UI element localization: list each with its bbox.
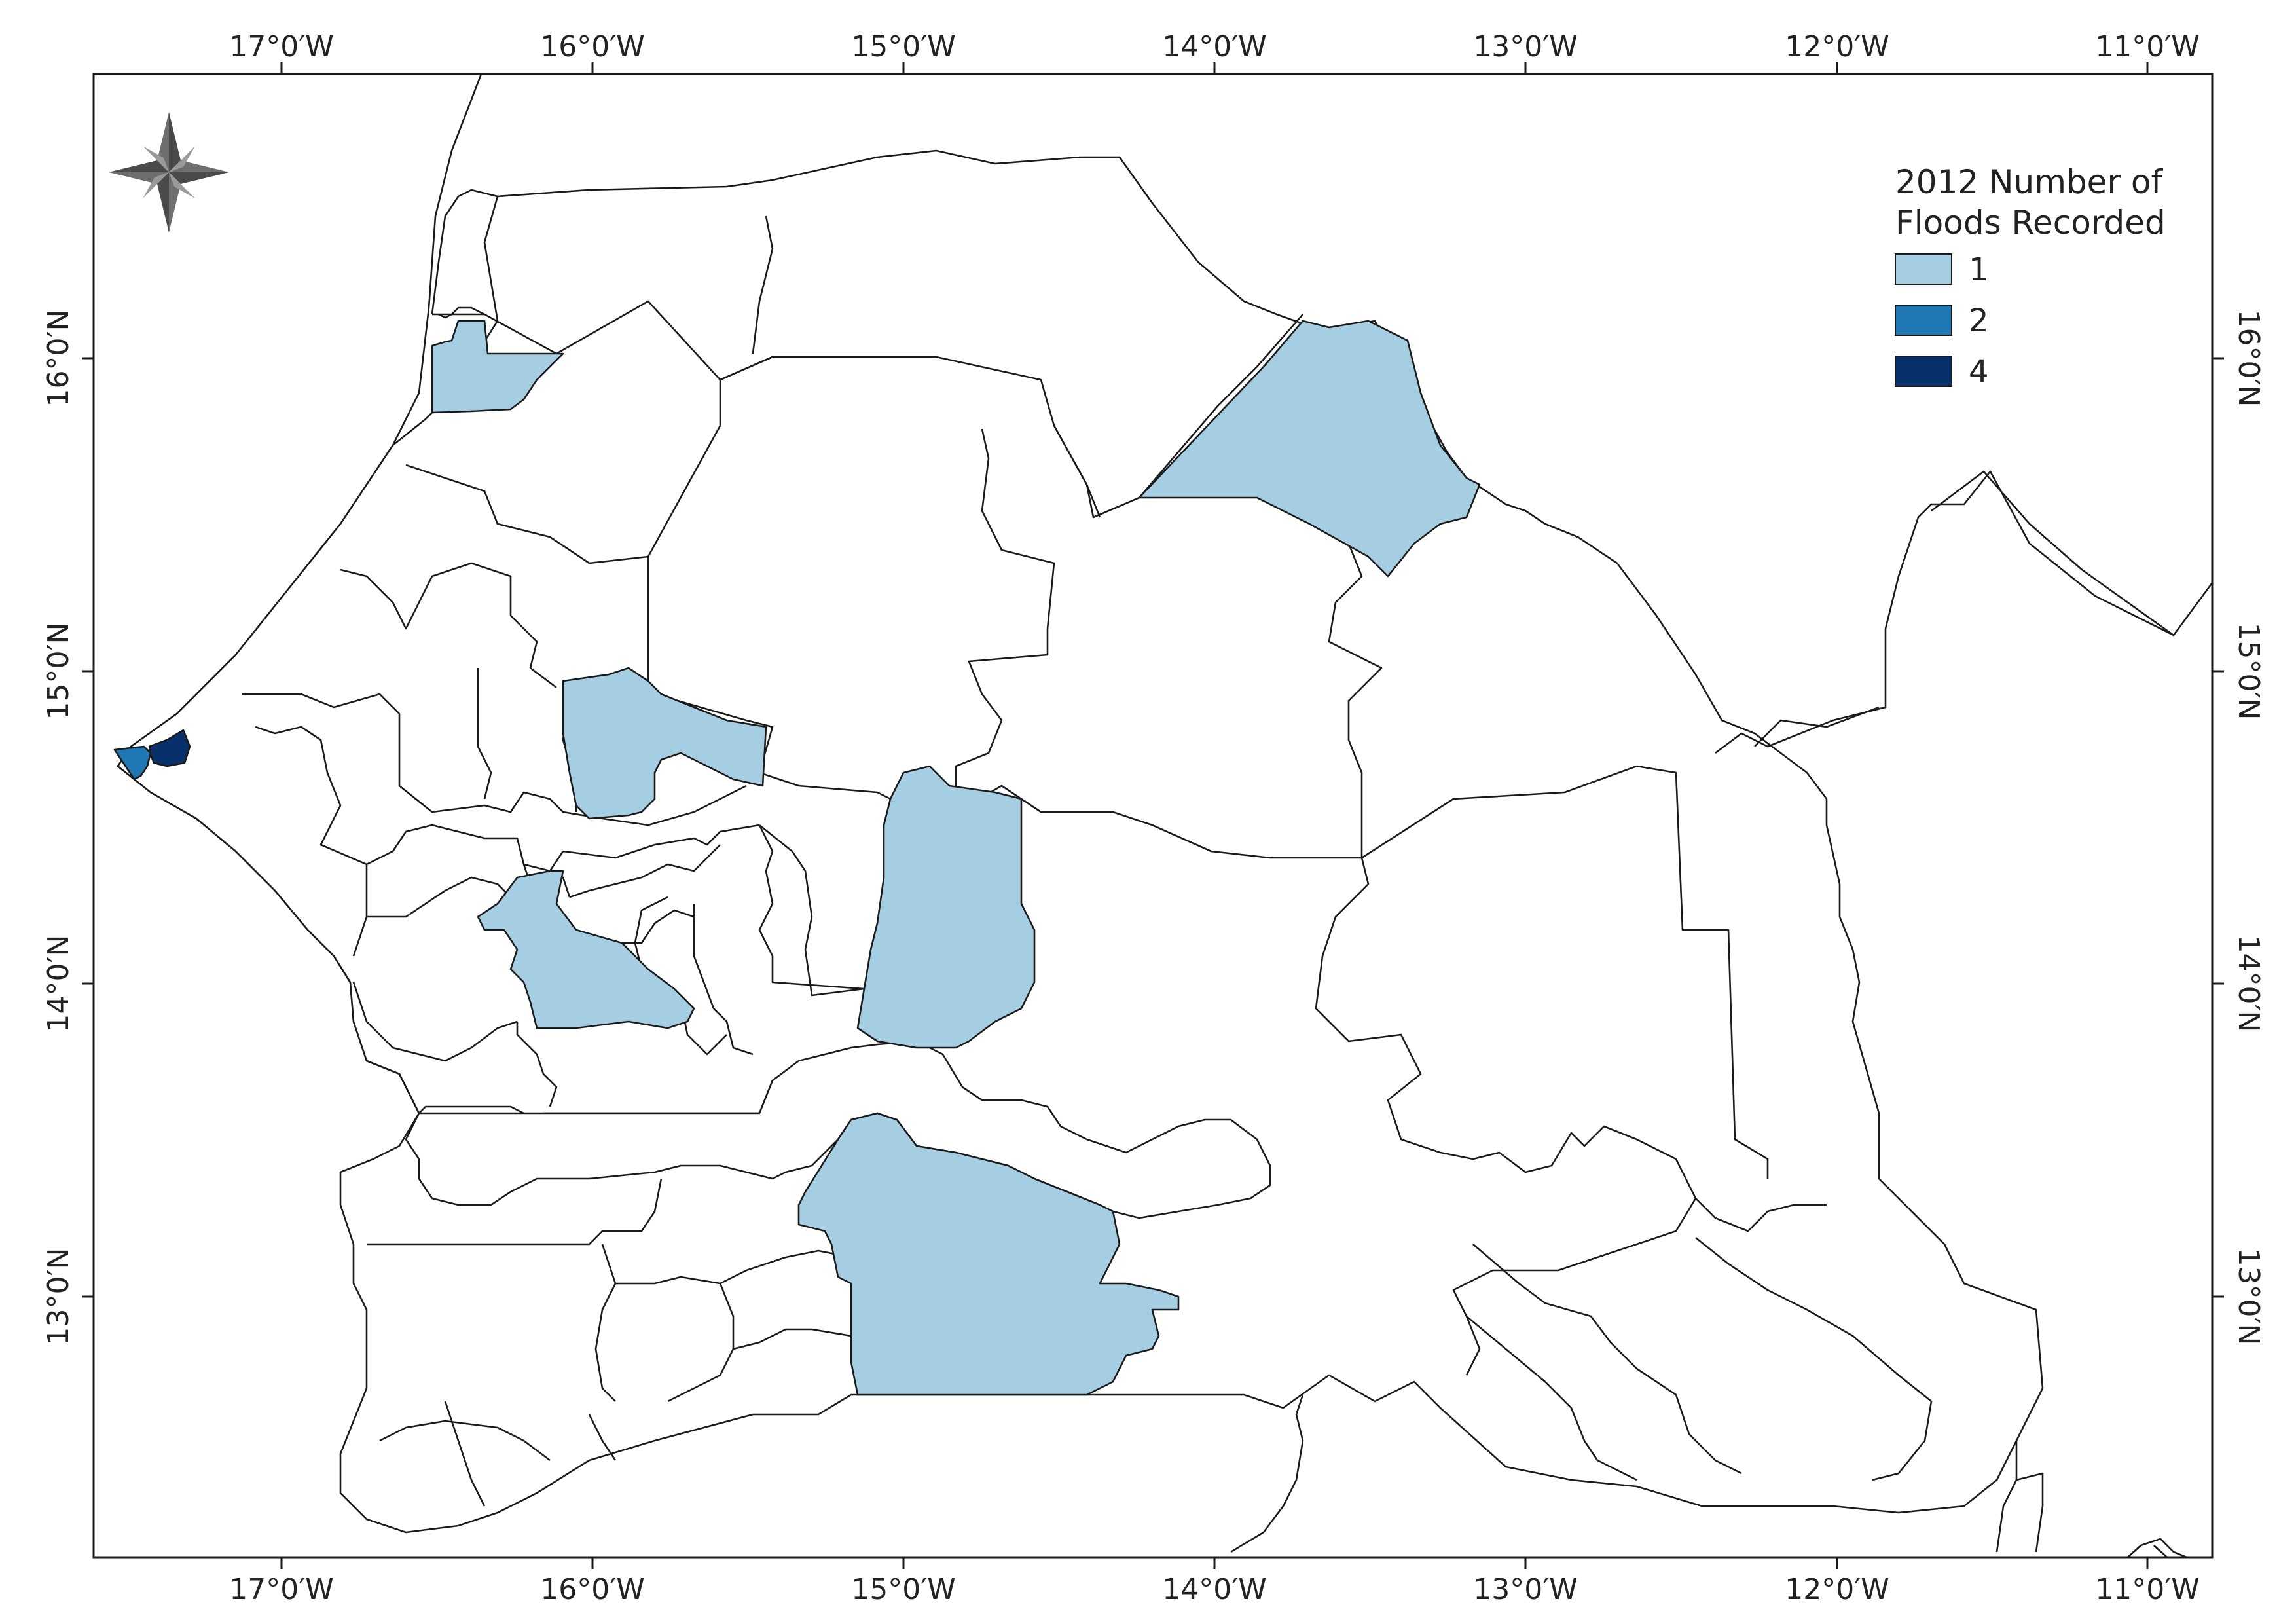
lat-label-left: 13°0′N (42, 1248, 75, 1346)
lat-label-left: 15°0′N (42, 623, 75, 720)
boundary-line (1715, 470, 2214, 754)
boundary-line (1315, 857, 1697, 1376)
boundary-line (438, 306, 485, 319)
legend-label: 4 (1969, 354, 1989, 390)
lon-label-bottom: 15°0′W (851, 1573, 955, 1606)
boundary-line (340, 562, 557, 689)
region-flood-4 (148, 729, 191, 767)
lon-label-bottom: 17°0′W (229, 1573, 333, 1606)
boundary-line (562, 824, 760, 859)
lon-label-top: 15°0′W (851, 30, 955, 64)
legend-label: 1 (1969, 251, 1989, 288)
longitude-labels-bottom: 17°0′W 16°0′W 15°0′W 14°0′W 13°0′W 12°0′… (229, 1573, 2199, 1606)
map-regions (113, 73, 2214, 1559)
lon-label-top: 12°0′W (1785, 30, 1889, 64)
boundary-line (758, 824, 865, 990)
boundary-line (2127, 1538, 2187, 1559)
boundary-line (367, 1178, 663, 1246)
map-frame (92, 73, 2214, 1559)
lon-label-bottom: 12°0′W (1785, 1573, 1889, 1606)
boundary-line (955, 428, 1055, 786)
boundary-line (594, 1244, 617, 1402)
boundary-line (1931, 470, 2174, 637)
lat-label-right: 16°0′N (2232, 310, 2265, 407)
longitude-labels-top: 17°0′W 16°0′W 15°0′W 14°0′W 13°0′W 12°0′… (229, 30, 2199, 64)
region-flood-1 (797, 1112, 1180, 1396)
legend-swatch (1895, 253, 1952, 285)
boundary-line (693, 917, 754, 1056)
boundary-line (367, 876, 518, 918)
boundary-line (242, 693, 747, 826)
region-flood-1 (431, 320, 564, 414)
lon-label-bottom: 16°0′W (540, 1573, 644, 1606)
boundary-line (477, 668, 492, 800)
boundary-line (1636, 765, 1769, 1179)
legend-title-line1: 2012 Number of (1895, 163, 2163, 201)
legend: 2012 Number of Floods Recorded 1 2 4 (1895, 163, 2166, 390)
boundary-line (1754, 706, 1880, 747)
boundary-line (752, 215, 774, 354)
boundary-line (1695, 1198, 1827, 1232)
boundary-line (1995, 1441, 2018, 1553)
lat-label-left: 14°0′N (42, 935, 75, 1033)
boundary-line (1695, 1236, 1933, 1481)
lat-label-right: 14°0′N (2232, 935, 2265, 1033)
latitude-labels-right: 16°0′N 15°0′N 14°0′N 13°0′N (2232, 310, 2265, 1346)
region-flood-1 (856, 765, 1036, 1049)
boundary-line (2153, 1545, 2168, 1558)
lon-label-bottom: 13°0′W (1473, 1573, 1577, 1606)
boundary-line (516, 1022, 558, 1107)
legend-swatch (1895, 356, 1952, 387)
boundary-line (1466, 1316, 1637, 1481)
boundary-line (431, 189, 498, 315)
lat-label-right: 13°0′N (2232, 1248, 2265, 1346)
boundary-line (1472, 1244, 1742, 1475)
region-flood-1 (477, 870, 695, 1029)
lon-label-top: 11°0′W (2095, 30, 2199, 64)
boundary-line (432, 300, 1303, 519)
region-flood-1 (562, 667, 767, 820)
boundary-line (352, 982, 518, 1062)
boundary-line (405, 464, 649, 564)
boundary-line (588, 1414, 617, 1461)
lon-label-top: 13°0′W (1473, 30, 1577, 64)
boundary-line (569, 844, 721, 898)
lat-label-left: 16°0′N (42, 310, 75, 407)
lon-label-bottom: 11°0′W (2095, 1573, 2199, 1606)
region-flood-2 (113, 745, 152, 781)
lon-label-top: 14°0′W (1162, 30, 1266, 64)
legend-label: 2 (1969, 303, 1989, 339)
boundary-line (1230, 1394, 1304, 1553)
boundary-line (1053, 425, 1101, 518)
region-flood-1 (1138, 320, 1481, 578)
boundary-line (759, 824, 865, 997)
boundary-line (379, 1420, 551, 1462)
lon-label-bottom: 14°0′W (1162, 1573, 1266, 1606)
boundary-line (2016, 1472, 2044, 1553)
lat-label-right: 15°0′N (2232, 623, 2265, 720)
legend-title-line2: Floods Recorded (1895, 204, 2166, 242)
latitude-labels-left: 16°0′N 15°0′N 14°0′N 13°0′N (42, 310, 75, 1346)
tick-marks (82, 62, 2224, 1569)
lon-label-top: 16°0′W (540, 30, 644, 64)
boundary-line (667, 1283, 735, 1403)
legend-swatch (1895, 304, 1952, 336)
boundary-line (255, 726, 368, 957)
lon-label-top: 17°0′W (229, 30, 333, 64)
boundary-line (366, 824, 564, 872)
compass-rose-icon (109, 112, 229, 232)
